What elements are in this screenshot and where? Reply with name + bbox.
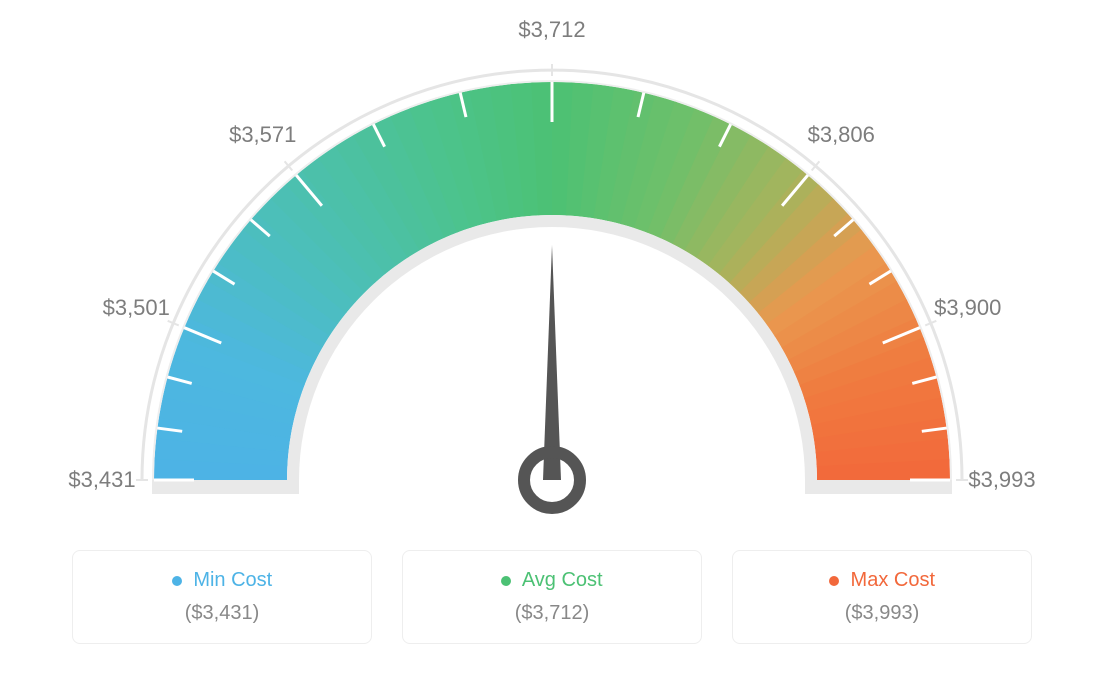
legend-max-value: ($3,993) xyxy=(753,602,1011,625)
gauge-chart: $3,431 $3,501 $3,571 $3,712 $3,806 $3,900 $3,9… xyxy=(0,0,1104,540)
gauge-svg xyxy=(0,0,1104,540)
legend-avg-dot xyxy=(501,576,511,586)
gauge-needle xyxy=(543,245,561,480)
legend-avg-value: ($3,712) xyxy=(423,602,681,625)
legend-avg: Avg Cost ($3,712) xyxy=(402,550,702,644)
legend-max: Max Cost ($3,993) xyxy=(732,550,1032,644)
legend-avg-label: Avg Cost xyxy=(522,569,603,591)
gauge-tick-label: $3,571 xyxy=(229,122,296,148)
gauge-tick-label: $3,806 xyxy=(808,122,875,148)
gauge-tick-label: $3,993 xyxy=(968,467,1035,493)
legend-min-label: Min Cost xyxy=(193,569,272,591)
legend-max-dot xyxy=(829,576,839,586)
legend-min-value: ($3,431) xyxy=(93,602,351,625)
gauge-tick-label: $3,712 xyxy=(518,17,585,43)
legend-min-dot xyxy=(172,576,182,586)
legend-min-title: Min Cost xyxy=(93,569,351,592)
legend-max-label: Max Cost xyxy=(851,569,935,591)
legend-max-title: Max Cost xyxy=(753,569,1011,592)
legend-avg-title: Avg Cost xyxy=(423,569,681,592)
gauge-tick-label: $3,501 xyxy=(103,295,170,321)
gauge-tick-label: $3,900 xyxy=(934,295,1001,321)
legend-min: Min Cost ($3,431) xyxy=(72,550,372,644)
legend-row: Min Cost ($3,431) Avg Cost ($3,712) Max … xyxy=(0,550,1104,644)
gauge-tick-label: $3,431 xyxy=(68,467,135,493)
